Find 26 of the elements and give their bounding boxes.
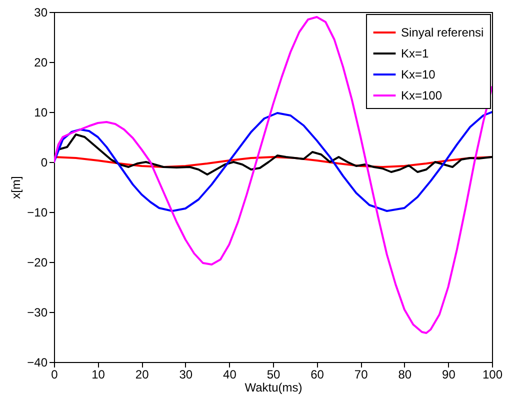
x-axis-title: Waktu(ms)	[244, 380, 302, 394]
x-tick-label: 20	[135, 368, 150, 382]
legend-label: Kx=100	[401, 88, 442, 102]
y-tick-label: 20	[34, 56, 48, 70]
x-tick-label: 0	[51, 368, 58, 382]
x-tick-label: 10	[92, 368, 106, 382]
x-tick-label: 30	[179, 368, 193, 382]
y-tick-label: −20	[27, 256, 48, 270]
x-tick-label: 80	[398, 368, 412, 382]
legend-label: Kx=1	[401, 46, 430, 60]
y-tick-label: −30	[27, 306, 48, 320]
y-tick-label: 10	[34, 106, 48, 120]
legend-label: Kx=10	[401, 68, 436, 82]
legend-label: Sinyal referensi	[401, 26, 484, 40]
x-tick-label: 60	[310, 368, 324, 382]
line-series	[54, 156, 492, 168]
y-axis-title: x[m]	[9, 176, 24, 199]
y-tick-label: 30	[34, 6, 48, 20]
y-tick-label: −10	[27, 206, 48, 220]
x-tick-label: 100	[482, 368, 503, 382]
x-tick-label: 70	[354, 368, 368, 382]
x-tick-label: 40	[223, 368, 237, 382]
x-tick-label: 50	[266, 368, 280, 382]
y-tick-label: −40	[27, 356, 48, 370]
x-tick-label: 90	[442, 368, 456, 382]
y-tick-label: 0	[40, 156, 48, 170]
